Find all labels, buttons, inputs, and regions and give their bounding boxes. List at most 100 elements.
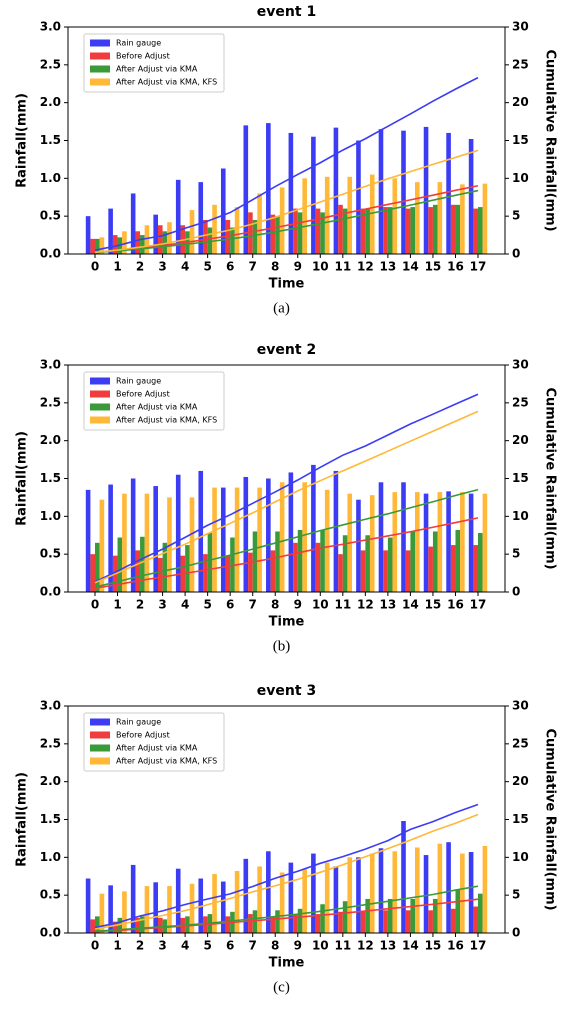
x-tick-label: 13 [380,939,397,953]
bar [320,212,325,254]
bar [473,906,478,933]
bar [157,557,163,592]
bar [432,531,438,592]
cumulative-line [94,189,479,254]
bar [342,901,348,933]
bar [365,208,370,254]
bar [108,208,113,254]
y-tick-label: 0.0 [40,247,61,261]
chart-title: event 3 [257,683,316,699]
y2-tick-label: 10 [512,850,529,864]
y-tick-label: 1.5 [40,812,61,826]
bar [387,207,393,254]
bar [108,484,113,592]
legend-label: After Adjust via KMA [116,65,198,74]
bar [415,492,420,592]
x-tick-label: 3 [158,939,166,953]
x-tick-label: 7 [249,939,257,953]
bar [468,138,474,254]
bar [410,531,416,592]
x-tick-label: 3 [158,598,166,612]
x-tick-label: 16 [447,939,464,953]
bar [243,476,249,592]
bar [225,916,231,933]
bar [279,872,285,933]
bar [415,847,420,933]
y-tick-label: 1.5 [40,133,61,147]
x-tick-label: 4 [181,598,189,612]
bar [401,482,406,592]
bar [279,187,285,254]
legend-swatch [90,718,110,726]
bar [203,219,208,254]
bar [248,212,253,254]
y2-tick-label: 10 [512,509,529,523]
bar [99,499,105,592]
cumulative-line [94,393,479,583]
bar [482,845,488,933]
legend-swatch [90,416,110,424]
y-tick-label: 2.0 [40,774,61,788]
legend-label: After Adjust via KMA [116,744,198,753]
x-tick-label: 16 [447,260,464,274]
x-tick-label: 7 [249,260,257,274]
bar [415,182,420,254]
bar [225,219,231,254]
bar [360,550,366,592]
bar [315,208,321,254]
x-tick-label: 6 [226,939,234,953]
y-tick-label: 2.5 [40,57,61,71]
bar [324,862,330,933]
x-tick-label: 8 [271,939,279,953]
bar [130,864,136,933]
bar [288,132,294,254]
y2-tick-label: 25 [512,57,529,71]
bar [356,140,361,254]
y2-tick-label: 0 [512,926,520,940]
bar [297,908,303,933]
x-tick-label: 10 [312,939,329,953]
bar [468,493,474,592]
bar [455,889,461,933]
bar [473,545,478,592]
y-tick-label: 1.0 [40,171,61,185]
bar [392,492,398,592]
caption: (a) [273,300,290,316]
bar [302,178,307,254]
y-tick-label: 2.0 [40,95,61,109]
bar [468,852,474,933]
x-tick-label: 0 [91,598,99,612]
bar [428,546,433,592]
legend-label: After Adjust via KMA, KFS [116,416,217,425]
cumulative-line [94,885,479,933]
y-tick-label: 0.0 [40,585,61,599]
bar [189,210,195,254]
y-tick-label: 2.0 [40,433,61,447]
bar [248,552,253,592]
y-tick-label: 1.0 [40,850,61,864]
cumulative-line [94,76,479,252]
x-tick-label: 10 [312,260,329,274]
bar [423,126,429,254]
bar [234,487,240,592]
x-tick-label: 4 [181,939,189,953]
x-tick-label: 3 [158,260,166,274]
bar [266,123,271,254]
bar [90,238,95,254]
y-tick-label: 3.0 [40,20,61,34]
bar [99,893,105,933]
bar [369,853,375,933]
y2-tick-label: 0 [512,585,520,599]
y2-axis-label: Cumulative Rainfall(mm) [543,387,558,569]
x-tick-label: 1 [113,598,121,612]
bar [90,919,95,933]
bar [130,478,136,592]
legend-swatch [90,39,110,47]
bar [252,910,258,933]
bar [482,183,488,254]
y-tick-label: 2.5 [40,736,61,750]
bar [338,204,343,254]
bar [410,207,416,254]
y2-tick-label: 30 [512,20,529,34]
x-tick-label: 2 [136,260,144,274]
